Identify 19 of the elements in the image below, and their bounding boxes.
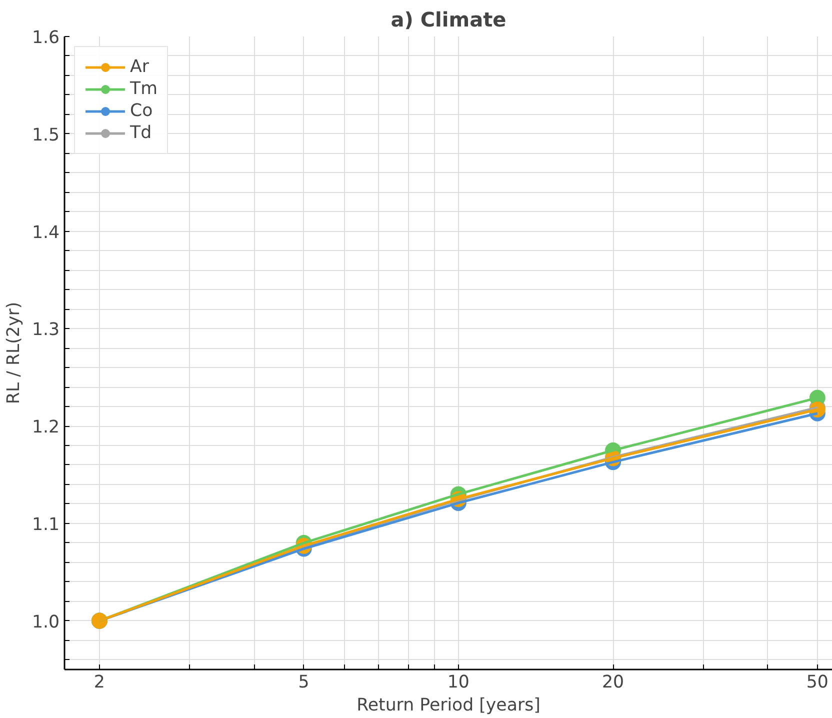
- y-tick-label: 1.6: [32, 28, 60, 48]
- x-tick-label: 5: [298, 672, 310, 692]
- y-tick-label: 1.3: [32, 320, 60, 340]
- x-tick-label: 50: [806, 672, 828, 692]
- x-axis-title: Return Period [years]: [356, 696, 540, 716]
- x-tick-label: 20: [602, 672, 624, 692]
- legend-label: Ar: [130, 57, 150, 77]
- y-axis-title: RL / RL(2yr): [4, 302, 24, 404]
- x-tick-label: 10: [447, 672, 470, 692]
- x-tick-label: 2: [94, 672, 105, 692]
- chart-title: a) Climate: [390, 8, 506, 32]
- legend-label: Td: [130, 123, 152, 143]
- legend-label: Tm: [130, 79, 158, 99]
- y-tick-label: 1.2: [32, 418, 60, 438]
- y-tick-label: 1.0: [32, 612, 60, 632]
- y-tick-label: 1.1: [32, 514, 60, 535]
- y-tick-label: 1.4: [32, 222, 60, 243]
- legend-label: Co: [130, 101, 153, 121]
- y-tick-label: 1.5: [32, 125, 60, 146]
